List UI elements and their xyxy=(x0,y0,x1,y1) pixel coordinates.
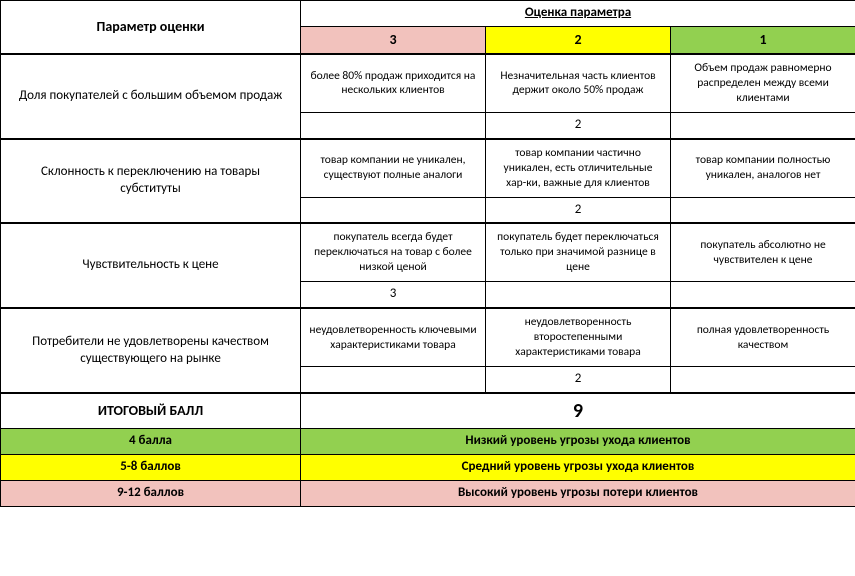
score-cell: 2 xyxy=(486,197,671,223)
param-row: Склонность к переключению на товары субс… xyxy=(1,139,855,197)
desc-cell: Незначительная часть клиентов держит око… xyxy=(486,54,671,112)
score-cell xyxy=(671,282,855,308)
score-cell: 2 xyxy=(486,367,671,393)
desc-cell: покупатель абсолютно не чувствителен к ц… xyxy=(671,223,855,281)
legend-text: Высокий уровень угрозы потери клиентов xyxy=(301,480,855,506)
desc-cell: полная удовлетворенность качеством xyxy=(671,308,855,366)
param-label: Доля покупателей с большим объемом прода… xyxy=(1,54,301,139)
score-cell xyxy=(671,197,855,223)
total-value: 9 xyxy=(301,393,855,429)
desc-cell: покупатель всегда будет переключаться на… xyxy=(301,223,486,281)
header-row-1: Параметр оценки Оценка параметра xyxy=(1,1,855,27)
score-cell xyxy=(301,367,486,393)
legend-text: Низкий уровень угрозы ухода клиентов xyxy=(301,428,855,454)
legend-row: 9-12 балловВысокий уровень угрозы потери… xyxy=(1,480,855,506)
total-label: ИТОГОВЫЙ БАЛЛ xyxy=(1,393,301,429)
desc-cell: Объем продаж равномерно распределен межд… xyxy=(671,54,855,112)
score-cell xyxy=(301,112,486,138)
desc-cell: более 80% продаж приходится на нескольки… xyxy=(301,54,486,112)
param-label: Склонность к переключению на товары субс… xyxy=(1,139,301,224)
param-row: Потребители не удовлетворены качеством с… xyxy=(1,308,855,366)
param-row: Доля покупателей с большим объемом прода… xyxy=(1,54,855,112)
param-label: Потребители не удовлетворены качеством с… xyxy=(1,308,301,393)
total-row: ИТОГОВЫЙ БАЛЛ9 xyxy=(1,393,855,429)
score-cell xyxy=(486,282,671,308)
desc-cell: товар компании не уникален, существуют п… xyxy=(301,139,486,197)
desc-cell: покупатель будет переключаться только пр… xyxy=(486,223,671,281)
legend-range: 4 балла xyxy=(1,428,301,454)
score-cell xyxy=(671,367,855,393)
header-col-3: 3 xyxy=(301,26,486,54)
score-cell xyxy=(671,112,855,138)
desc-cell: неудовлетворенность второстепенными хара… xyxy=(486,308,671,366)
header-title: Оценка параметра xyxy=(301,1,855,27)
score-cell xyxy=(301,197,486,223)
score-cell: 3 xyxy=(301,282,486,308)
header-param-label: Параметр оценки xyxy=(1,1,301,55)
legend-range: 5-8 баллов xyxy=(1,454,301,480)
legend-row: 4 баллаНизкий уровень угрозы ухода клиен… xyxy=(1,428,855,454)
legend-range: 9-12 баллов xyxy=(1,480,301,506)
score-cell: 2 xyxy=(486,112,671,138)
param-label: Чувствительность к цене xyxy=(1,223,301,308)
assessment-table: Параметр оценки Оценка параметра 3 2 1 Д… xyxy=(0,0,855,507)
legend-row: 5-8 балловСредний уровень угрозы ухода к… xyxy=(1,454,855,480)
desc-cell: товар компании полностью уникален, анало… xyxy=(671,139,855,197)
header-col-1: 1 xyxy=(671,26,855,54)
header-col-2: 2 xyxy=(486,26,671,54)
legend-text: Средний уровень угрозы ухода клиентов xyxy=(301,454,855,480)
desc-cell: неудовлетворенность ключевыми характерис… xyxy=(301,308,486,366)
desc-cell: товар компании частично уникален, есть о… xyxy=(486,139,671,197)
param-row: Чувствительность к ценепокупатель всегда… xyxy=(1,223,855,281)
